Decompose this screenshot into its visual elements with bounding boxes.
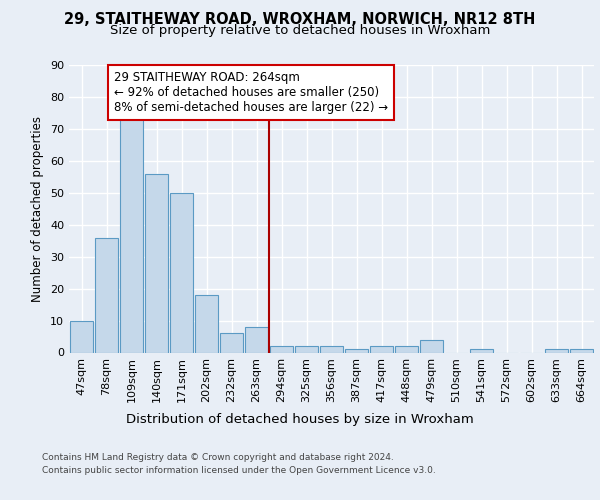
- Bar: [95, 238, 118, 352]
- Bar: [170, 193, 193, 352]
- Bar: [220, 334, 244, 352]
- Text: Contains HM Land Registry data © Crown copyright and database right 2024.: Contains HM Land Registry data © Crown c…: [42, 452, 394, 462]
- Bar: [320, 346, 343, 352]
- Bar: [569, 350, 593, 352]
- Text: Distribution of detached houses by size in Wroxham: Distribution of detached houses by size …: [126, 412, 474, 426]
- Text: 29 STAITHEWAY ROAD: 264sqm
← 92% of detached houses are smaller (250)
8% of semi: 29 STAITHEWAY ROAD: 264sqm ← 92% of deta…: [114, 72, 388, 114]
- Bar: [269, 346, 293, 352]
- Bar: [344, 350, 368, 352]
- Text: 29, STAITHEWAY ROAD, WROXHAM, NORWICH, NR12 8TH: 29, STAITHEWAY ROAD, WROXHAM, NORWICH, N…: [64, 12, 536, 28]
- Bar: [470, 350, 493, 352]
- Bar: [395, 346, 418, 352]
- Bar: [419, 340, 443, 352]
- Y-axis label: Number of detached properties: Number of detached properties: [31, 116, 44, 302]
- Bar: [545, 350, 568, 352]
- Text: Contains public sector information licensed under the Open Government Licence v3: Contains public sector information licen…: [42, 466, 436, 475]
- Bar: [370, 346, 394, 352]
- Text: Size of property relative to detached houses in Wroxham: Size of property relative to detached ho…: [110, 24, 490, 37]
- Bar: [295, 346, 319, 352]
- Bar: [145, 174, 169, 352]
- Bar: [70, 320, 94, 352]
- Bar: [245, 327, 268, 352]
- Bar: [194, 295, 218, 352]
- Bar: [119, 113, 143, 352]
